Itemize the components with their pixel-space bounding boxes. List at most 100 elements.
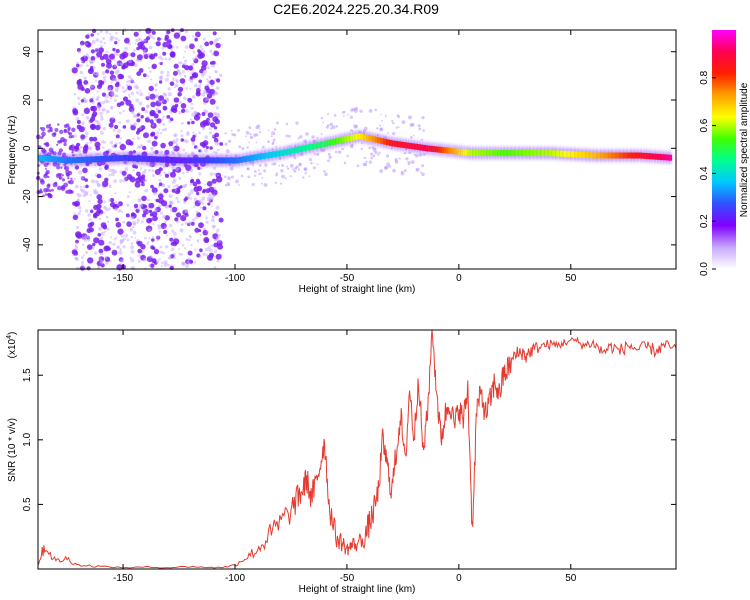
ridge-core xyxy=(563,150,568,157)
noise-dot xyxy=(87,68,94,75)
noise-dot xyxy=(119,62,124,66)
noise-dot xyxy=(190,189,194,193)
noise-dot xyxy=(138,101,143,106)
noise-dot xyxy=(181,64,186,69)
noise-dot xyxy=(132,137,135,140)
noise-dot xyxy=(100,222,107,229)
noise-dot xyxy=(98,248,104,254)
ridge-core xyxy=(137,155,143,162)
noise-dot xyxy=(295,121,299,125)
noise-dot xyxy=(106,62,112,69)
noise-dot xyxy=(363,157,365,159)
noise-dot xyxy=(204,183,207,186)
ridge-core xyxy=(529,150,534,157)
noise-dot xyxy=(102,53,109,60)
y-tick-label: 1.5 xyxy=(22,368,33,382)
noise-dot xyxy=(40,136,44,140)
noise-dot xyxy=(100,262,104,265)
noise-dot xyxy=(114,200,118,204)
noise-dot xyxy=(146,36,150,41)
noise-dot xyxy=(170,171,176,178)
y-tick-label: -20 xyxy=(22,189,33,204)
noise-dot xyxy=(144,188,149,193)
noise-dot xyxy=(96,120,100,125)
ridge-core xyxy=(332,138,337,145)
noise-dot xyxy=(209,172,213,176)
noise-dot xyxy=(108,208,111,211)
noise-dot xyxy=(194,215,199,220)
noise-dot xyxy=(115,31,118,35)
noise-dot xyxy=(274,181,277,184)
noise-dot xyxy=(181,261,184,264)
noise-dot xyxy=(139,167,142,170)
noise-dot xyxy=(161,46,165,50)
noise-dot xyxy=(240,174,244,178)
x-tick-label: -50 xyxy=(340,573,355,584)
noise-dot xyxy=(195,210,199,214)
ridge-core xyxy=(447,147,451,154)
noise-dot xyxy=(86,244,93,251)
noise-dot xyxy=(76,142,81,147)
noise-dot xyxy=(158,95,165,102)
noise-dot xyxy=(176,151,180,155)
noise-dot xyxy=(137,207,141,211)
noise-dot xyxy=(192,181,198,187)
colorbar-tick-label: 0.0 xyxy=(699,262,710,276)
ridge-core xyxy=(207,157,213,164)
noise-dot xyxy=(108,87,112,90)
noise-dot xyxy=(140,44,146,50)
noise-dot xyxy=(137,260,141,263)
noise-dot xyxy=(132,220,137,225)
noise-dot xyxy=(147,66,150,69)
noise-dot xyxy=(377,153,380,156)
noise-dot xyxy=(189,118,193,121)
noise-dot xyxy=(117,228,124,235)
noise-dot xyxy=(199,206,202,209)
noise-dot xyxy=(175,167,179,171)
noise-dot xyxy=(206,181,213,187)
noise-dot xyxy=(181,108,186,114)
noise-dot xyxy=(94,79,98,82)
colorbar-tick-label: 0.8 xyxy=(699,70,710,84)
ridge-core xyxy=(462,149,466,156)
noise-dot xyxy=(355,124,358,128)
x-tick-label: -50 xyxy=(340,273,355,284)
noise-dot xyxy=(173,232,177,236)
noise-dot xyxy=(211,134,215,138)
noise-dot xyxy=(212,31,217,36)
noise-dot xyxy=(271,163,274,166)
noise-dot xyxy=(195,31,201,38)
noise-dot xyxy=(154,42,157,45)
noise-dot xyxy=(246,167,250,171)
ridge-core xyxy=(95,156,101,163)
noise-dot xyxy=(164,220,167,224)
noise-dot xyxy=(109,201,116,208)
noise-dot xyxy=(206,93,213,99)
ridge-core xyxy=(64,157,68,164)
noise-dot xyxy=(115,49,120,53)
noise-dot xyxy=(187,257,191,260)
noise-dot xyxy=(160,264,163,268)
noise-dot xyxy=(100,117,104,121)
ridge-core xyxy=(495,150,499,157)
noise-dot xyxy=(166,29,171,35)
noise-dot xyxy=(102,75,107,80)
noise-dot xyxy=(212,215,215,218)
noise-dot xyxy=(192,50,196,54)
noise-dot xyxy=(376,127,379,130)
noise-dot xyxy=(170,242,175,246)
noise-dot xyxy=(98,239,105,246)
noise-dot xyxy=(142,73,147,78)
noise-dot xyxy=(153,208,158,212)
noise-dot xyxy=(80,87,85,91)
noise-dot xyxy=(209,127,212,131)
noise-dot xyxy=(130,242,134,245)
noise-dot xyxy=(217,214,220,217)
noise-dot xyxy=(219,142,224,146)
noise-dot xyxy=(410,160,415,165)
noise-dot xyxy=(77,102,81,106)
noise-dot xyxy=(165,245,169,249)
noise-dot xyxy=(141,174,146,179)
noise-dot xyxy=(364,126,368,131)
noise-dot xyxy=(80,175,85,180)
